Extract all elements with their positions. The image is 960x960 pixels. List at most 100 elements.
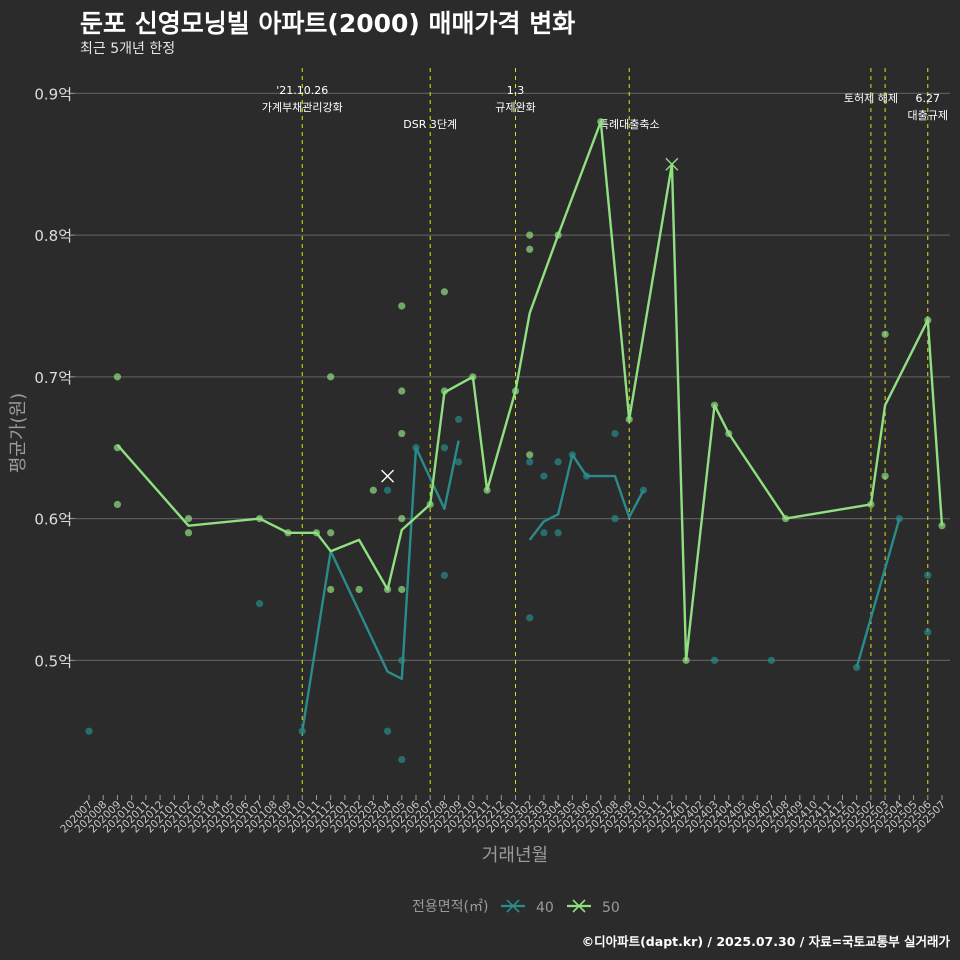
data-point-40 xyxy=(767,656,776,664)
series-lines xyxy=(116,120,944,732)
event-label: 토허제 해제 xyxy=(844,91,898,105)
data-point-50 xyxy=(327,529,335,537)
data-point-50 xyxy=(625,415,633,423)
data-point-40 xyxy=(526,614,534,622)
data-point-40 xyxy=(853,663,861,672)
data-point-50 xyxy=(398,302,406,310)
data-point-40 xyxy=(611,429,619,438)
y-tick-label: 0.5억 xyxy=(34,652,72,670)
data-point-50 xyxy=(526,451,534,459)
data-point-50 xyxy=(113,373,122,381)
data-point-50 xyxy=(938,522,946,530)
data-point-40 xyxy=(455,415,463,423)
data-point-40 xyxy=(412,444,420,452)
data-point-40 xyxy=(582,472,591,480)
data-point-40 xyxy=(540,472,548,480)
series-line-40 xyxy=(301,440,901,732)
event-label: '21.10.26 xyxy=(276,84,328,97)
event-label: 대출규제 xyxy=(908,109,948,122)
event-label: 1.3 xyxy=(507,84,525,97)
data-point-50 xyxy=(554,231,562,239)
source-caption: ©디아파트(dapt.kr) / 2025.07.30 / 자료=국토교통부 실… xyxy=(581,934,950,949)
data-point-50 xyxy=(398,585,406,594)
legend: 전용면적(㎡) 40 50 xyxy=(412,899,620,916)
data-point-50 xyxy=(526,245,534,253)
x-axis-label: 거래년월 xyxy=(482,845,548,866)
data-point-40 xyxy=(540,529,548,537)
legend-label: 50 xyxy=(602,900,620,916)
data-point-50 xyxy=(327,585,335,594)
data-point-50 xyxy=(725,429,733,438)
x-marker-stroke xyxy=(665,157,679,171)
data-point-50 xyxy=(526,231,534,239)
data-point-50 xyxy=(284,529,292,537)
data-point-50 xyxy=(369,486,377,494)
data-point-40 xyxy=(568,451,576,459)
data-point-50 xyxy=(327,373,335,381)
data-point-40 xyxy=(455,458,463,466)
x-marker-stroke xyxy=(381,469,395,483)
data-point-50 xyxy=(511,387,520,395)
x-marker-40 xyxy=(381,469,395,483)
data-point-50 xyxy=(256,514,264,523)
data-point-50 xyxy=(398,387,406,395)
data-point-40 xyxy=(710,656,719,664)
data-point-50 xyxy=(426,500,434,509)
data-point-50 xyxy=(440,387,449,395)
data-point-50 xyxy=(398,429,406,438)
data-point-50 xyxy=(113,500,122,509)
x-marker-50 xyxy=(665,157,679,171)
y-tick-label: 0.7억 xyxy=(34,369,72,387)
data-point-50 xyxy=(398,514,406,523)
event-label: 특례대출축소 xyxy=(599,118,660,131)
data-point-40 xyxy=(256,600,264,608)
data-point-50 xyxy=(881,472,889,480)
data-point-50 xyxy=(184,514,193,523)
data-point-50 xyxy=(710,401,719,409)
data-point-40 xyxy=(383,727,392,735)
data-point-50 xyxy=(184,529,193,537)
y-tick-label: 0.8억 xyxy=(34,227,72,245)
data-point-50 xyxy=(597,118,605,126)
data-point-40 xyxy=(554,458,562,466)
data-point-50 xyxy=(924,316,932,324)
event-label: 가계부채관리강화 xyxy=(262,101,343,114)
event-label: 6.27 xyxy=(916,92,941,105)
data-point-40 xyxy=(639,486,648,494)
data-point-50 xyxy=(881,330,889,338)
series-line-50 xyxy=(116,120,944,662)
data-point-40 xyxy=(554,529,562,537)
legend-item-40: 40 xyxy=(501,899,554,916)
data-point-50 xyxy=(113,444,122,452)
data-point-50 xyxy=(355,585,363,594)
data-point-50 xyxy=(782,514,790,523)
x-axis-ticks: 2020072020082020092020102020112020122021… xyxy=(58,795,948,835)
series-points xyxy=(85,118,946,764)
data-point-50 xyxy=(383,585,392,594)
data-point-40 xyxy=(398,656,406,664)
gridlines xyxy=(75,92,950,661)
legend-item-50: 50 xyxy=(567,899,620,916)
y-tick-label: 0.9억 xyxy=(34,85,72,103)
chart-subtitle: 최근 5개년 한정 xyxy=(80,41,176,57)
data-point-50 xyxy=(440,288,449,296)
data-point-40 xyxy=(526,458,534,466)
event-label: DSR 3단계 xyxy=(403,118,457,131)
data-point-40 xyxy=(85,727,93,735)
data-point-40 xyxy=(924,571,932,579)
legend-label: 40 xyxy=(536,900,554,916)
legend-swatch-x xyxy=(572,899,586,913)
data-point-50 xyxy=(469,373,477,381)
y-axis-ticks: 0.5억 0.6억 0.7억 0.8억 0.9억 xyxy=(34,85,75,670)
data-point-40 xyxy=(440,444,449,452)
legend-title: 전용면적(㎡) xyxy=(412,899,488,915)
y-tick-label: 0.6억 xyxy=(34,511,72,529)
data-point-40 xyxy=(611,514,619,523)
y-axis-label: 평균가(원) xyxy=(8,393,29,473)
data-point-50 xyxy=(682,656,690,664)
data-point-40 xyxy=(298,727,306,735)
event-label: 규제완화 xyxy=(495,101,535,114)
data-point-40 xyxy=(924,628,932,636)
